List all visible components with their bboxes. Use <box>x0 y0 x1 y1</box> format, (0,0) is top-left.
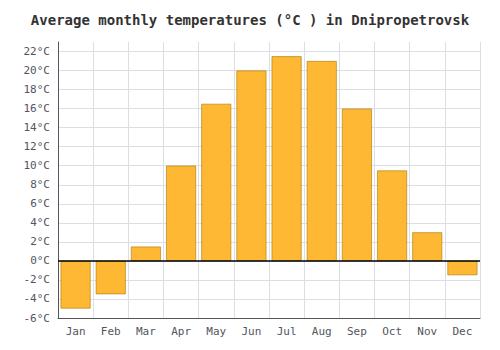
svg-text:Sep: Sep <box>347 325 367 338</box>
svg-text:8°C: 8°C <box>30 178 50 191</box>
svg-text:-4°C: -4°C <box>24 292 51 305</box>
svg-text:Jul: Jul <box>277 325 297 338</box>
svg-text:Jun: Jun <box>241 325 261 338</box>
svg-text:4°C: 4°C <box>30 216 50 229</box>
svg-text:Feb: Feb <box>101 325 121 338</box>
svg-text:-2°C: -2°C <box>24 273 51 286</box>
svg-text:22°C: 22°C <box>24 45 51 58</box>
svg-text:Apr: Apr <box>171 325 191 338</box>
svg-text:Average monthly temperatures (: Average monthly temperatures (°C ) in Dn… <box>31 12 470 28</box>
svg-text:Jan: Jan <box>66 325 86 338</box>
svg-text:10°C: 10°C <box>24 159 51 172</box>
svg-text:6°C: 6°C <box>30 197 50 210</box>
svg-text:May: May <box>206 325 226 338</box>
svg-text:Dec: Dec <box>452 325 472 338</box>
svg-text:16°C: 16°C <box>24 102 51 115</box>
svg-text:18°C: 18°C <box>24 83 51 96</box>
svg-text:2°C: 2°C <box>30 235 50 248</box>
svg-text:20°C: 20°C <box>24 64 51 77</box>
svg-text:Aug: Aug <box>312 325 332 338</box>
svg-text:-6°C: -6°C <box>24 312 51 325</box>
svg-text:12°C: 12°C <box>24 140 51 153</box>
svg-text:Oct: Oct <box>382 325 402 338</box>
svg-text:Mar: Mar <box>136 325 156 338</box>
svg-text:0°C: 0°C <box>30 254 50 267</box>
svg-text:14°C: 14°C <box>24 121 51 134</box>
svg-text:Nov: Nov <box>417 325 437 338</box>
